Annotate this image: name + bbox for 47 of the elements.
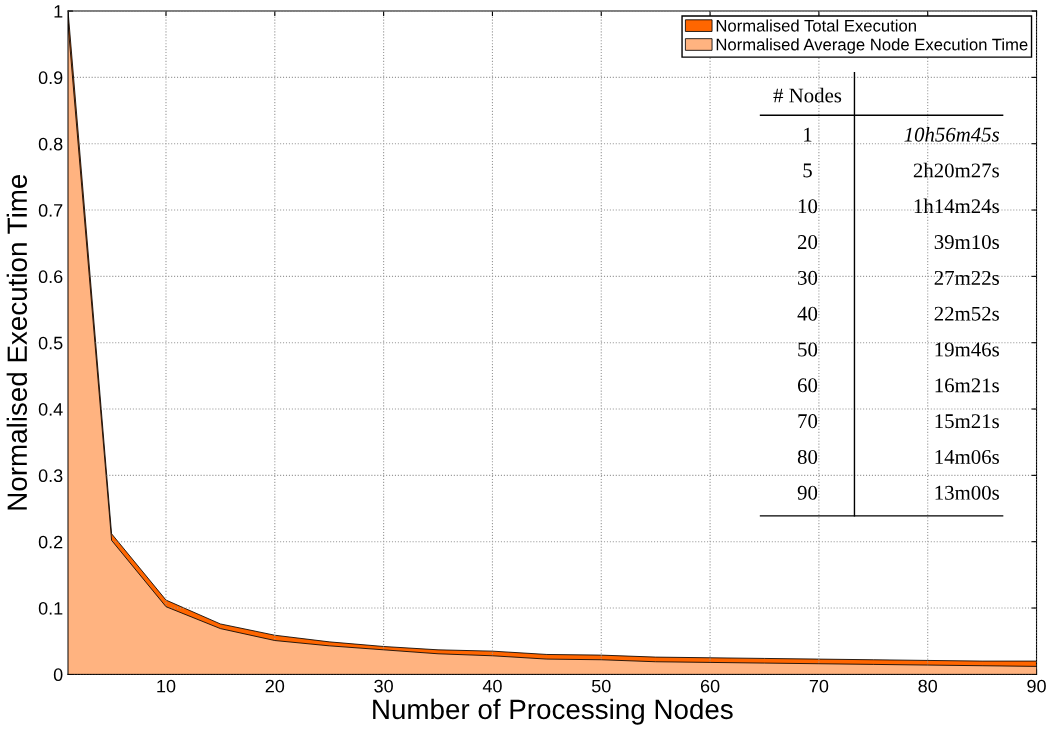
annotation: # Nodes — [773, 87, 842, 103]
annotation: 16m21s — [935, 378, 999, 393]
y-tick-label: 0.4 — [38, 402, 63, 416]
x-tick-label: 70 — [809, 679, 829, 693]
annotation: 14m06s — [935, 449, 999, 464]
annotation: 70 — [798, 414, 818, 429]
y-tick-label: 0.3 — [38, 469, 63, 483]
y-axis-title: Normalised Execution Time — [6, 174, 28, 510]
x-tick-label: 50 — [591, 679, 611, 693]
annotation: 10h56m45s — [904, 126, 1000, 142]
y-tick-label: 0.1 — [38, 601, 63, 615]
annotation: 27m22s — [934, 270, 999, 285]
annotation: 19m46s — [935, 342, 999, 357]
x-tick-label: 80 — [918, 679, 938, 693]
annotation: 60 — [797, 378, 818, 393]
annotation: 20 — [797, 235, 818, 250]
x-tick-label: 30 — [374, 679, 393, 693]
annotation: 30 — [798, 270, 818, 285]
x-axis-title: Number of Processing Nodes — [373, 698, 733, 725]
y-tick-label: 1 — [54, 5, 63, 18]
legend-label: Normalised Total Execution — [716, 19, 916, 32]
y-tick-label: 0.8 — [38, 137, 63, 151]
annotation: 80 — [797, 449, 818, 464]
annotation: 2h20m27s — [913, 162, 999, 178]
y-tick-label: 0.6 — [38, 270, 63, 284]
annotation: 90 — [797, 485, 818, 500]
y-tick-label: 0.5 — [38, 336, 63, 350]
annotation: 10 — [798, 199, 818, 214]
x-tick-label: 60 — [700, 679, 720, 693]
legend-label: Normalised Average Node Execution Time — [716, 38, 1028, 54]
x-tick-label: 90 — [1027, 679, 1046, 693]
y-tick-label: 0 — [53, 668, 63, 682]
y-tick-label: 0.9 — [38, 71, 63, 85]
y-tick-label: 0.2 — [38, 535, 63, 549]
annotation: 39m10s — [934, 235, 999, 250]
annotation: 1h14m24s — [914, 198, 999, 214]
y-tick-label: 0.7 — [38, 203, 63, 217]
annotation: 50 — [798, 342, 818, 357]
x-tick-label: 40 — [482, 679, 502, 693]
annotation: 15m21s — [935, 414, 999, 429]
x-tick-label: 20 — [265, 679, 285, 693]
annotation: 13m00s — [935, 485, 999, 500]
x-tick-label: 10 — [157, 679, 176, 693]
annotation: 5 — [803, 163, 812, 178]
annotation: 1 — [804, 127, 812, 142]
annotation: 22m52s — [934, 306, 999, 321]
annotation: 40 — [797, 306, 818, 321]
